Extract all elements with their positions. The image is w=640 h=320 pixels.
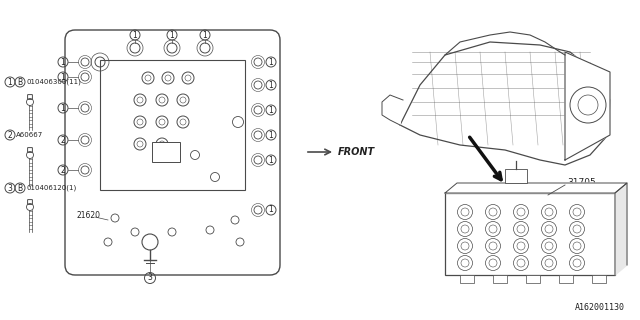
Bar [100,60,245,190]
Text: 2: 2 [61,165,65,174]
Polygon shape [445,183,627,193]
Polygon shape [400,42,610,165]
Text: 1: 1 [61,103,65,113]
Text: A60667: A60667 [16,132,44,138]
Polygon shape [615,183,627,275]
Text: 1: 1 [203,30,207,39]
Bar [505,169,527,183]
Text: 2: 2 [8,131,12,140]
Text: 2: 2 [61,135,65,145]
Bar [445,193,615,275]
Text: 1: 1 [269,81,273,90]
Text: 1: 1 [132,30,138,39]
Polygon shape [382,95,403,125]
Text: 1: 1 [269,156,273,164]
Text: 010406120(1): 010406120(1) [26,185,76,191]
Text: FRONT: FRONT [338,147,375,157]
Text: 21620: 21620 [76,211,100,220]
Text: 010406300(11): 010406300(11) [26,79,81,85]
Text: B: B [17,183,22,193]
FancyBboxPatch shape [65,30,280,275]
Text: 1: 1 [269,205,273,214]
Bar [460,275,474,283]
Text: A162001130: A162001130 [575,303,625,313]
Polygon shape [565,52,610,160]
Text: 1: 1 [269,106,273,115]
Bar [559,275,573,283]
Text: 1: 1 [170,30,174,39]
Bar [526,275,540,283]
Text: 1: 1 [269,131,273,140]
Text: B: B [17,77,22,86]
Text: 1: 1 [61,73,65,82]
Text: 1: 1 [61,58,65,67]
Text: 3: 3 [148,274,152,283]
Text: 1: 1 [269,58,273,67]
FancyBboxPatch shape [28,95,33,100]
Text: 31705: 31705 [567,178,596,187]
Bar [152,142,180,162]
Text: 1: 1 [8,77,12,86]
Bar [592,275,606,283]
Text: 3: 3 [8,183,12,193]
Bar [493,275,507,283]
FancyBboxPatch shape [28,148,33,152]
FancyBboxPatch shape [28,200,33,204]
